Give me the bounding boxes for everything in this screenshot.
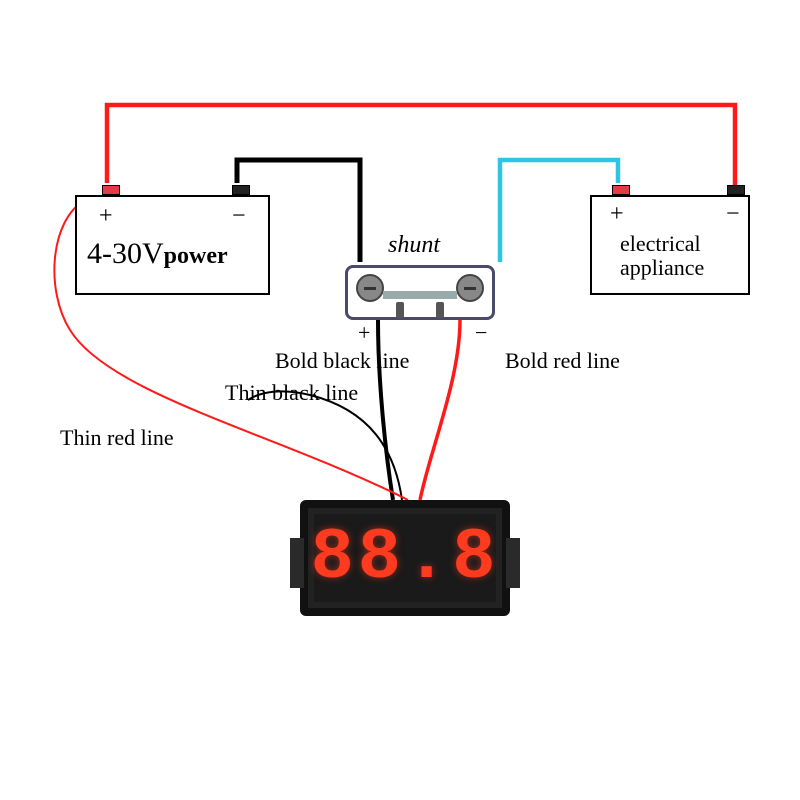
shunt-bar: [383, 291, 457, 299]
shunt-minus: −: [475, 320, 487, 346]
label-thin-red: Thin red line: [60, 425, 174, 451]
wire-shunt-bold-black: [378, 320, 393, 500]
power-terminal-positive: [102, 185, 120, 195]
shunt-label: shunt: [388, 232, 440, 259]
shunt-post-right: [436, 302, 444, 318]
meter-mount-left: [290, 538, 304, 588]
shunt-post-left: [396, 302, 404, 318]
wiring-svg: [0, 0, 800, 800]
wire-shunt-bold-red: [420, 320, 460, 500]
shunt-lug-right: [456, 274, 484, 302]
appliance-label-1: electrical: [620, 231, 701, 257]
wire-thin-black: [248, 391, 402, 500]
shunt-plus: +: [358, 320, 370, 346]
power-voltage-label: 4-30Vpower: [87, 237, 228, 271]
appliance-terminal-positive: [612, 185, 630, 195]
power-terminal-negative: [232, 185, 250, 195]
shunt-box: [345, 265, 495, 320]
appliance-terminal-negative: [727, 185, 745, 195]
meter-mount-right: [506, 538, 520, 588]
label-bold-black: Bold black line: [275, 348, 409, 374]
digital-meter: 88.8: [300, 500, 510, 616]
power-plus: +: [99, 203, 113, 230]
meter-reading: 88.8: [311, 522, 500, 594]
label-bold-red: Bold red line: [505, 348, 620, 374]
appliance-plus: +: [610, 201, 624, 228]
wire-top-red: [107, 105, 735, 185]
appliance-label-2: appliance: [620, 255, 704, 281]
power-source-box: + − 4-30Vpower: [75, 195, 270, 295]
power-minus: −: [232, 203, 246, 230]
label-thin-black: Thin black line: [225, 380, 358, 406]
appliance-minus: −: [726, 201, 740, 228]
shunt-lug-left: [356, 274, 384, 302]
meter-screen: 88.8: [314, 514, 496, 602]
appliance-box: + − electrical appliance: [590, 195, 750, 295]
